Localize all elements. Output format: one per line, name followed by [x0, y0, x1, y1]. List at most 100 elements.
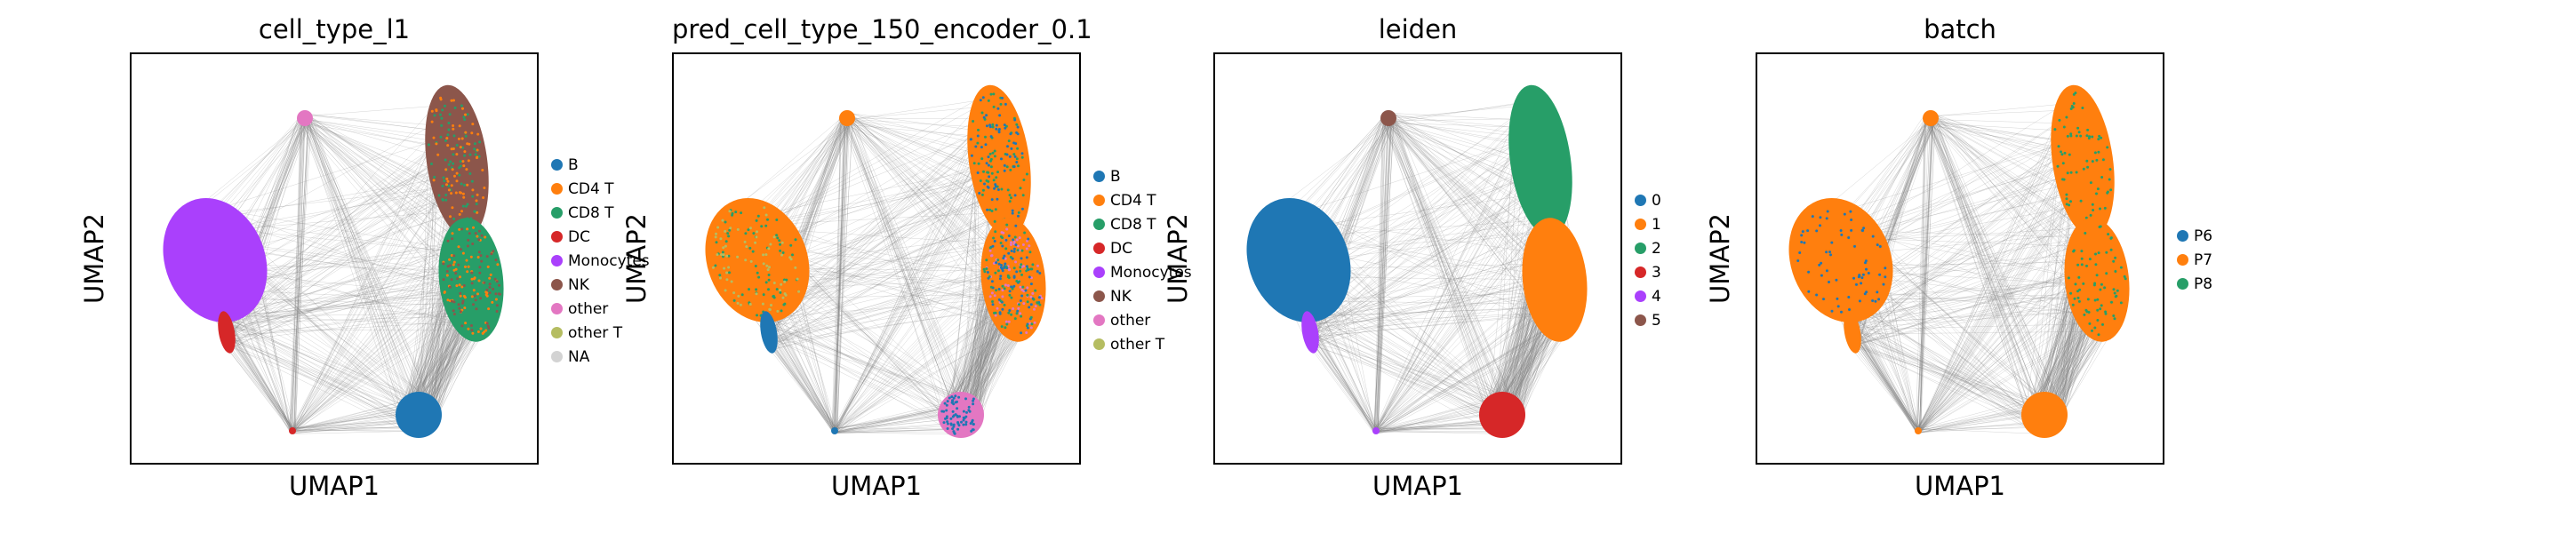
graph-edge: [1918, 231, 2090, 429]
cell-point: [1003, 123, 1006, 127]
cell-point: [2112, 259, 2116, 263]
cell-point: [781, 251, 785, 254]
graph-edge: [229, 261, 472, 334]
legend-marker: [2177, 278, 2188, 290]
cell-point: [737, 294, 740, 298]
cell-point: [1040, 297, 1044, 300]
cell-point: [472, 289, 476, 292]
cell-point: [471, 331, 475, 335]
cell-point: [484, 235, 487, 239]
cluster-blob: [839, 110, 855, 126]
cell-point: [956, 407, 959, 410]
legend-label: 2: [1652, 239, 1661, 258]
graph-edge: [1381, 117, 1516, 407]
graph-edge: [771, 345, 836, 433]
graph-edge: [308, 119, 408, 433]
cell-point: [447, 128, 451, 131]
cell-point: [1849, 210, 1852, 213]
cluster-right-lower: [438, 218, 504, 342]
graph-edge: [1390, 112, 1502, 435]
graph-edge: [850, 115, 979, 418]
graph-edge: [224, 325, 293, 431]
graph-edge: [1310, 101, 1535, 265]
cell-point: [1024, 289, 1028, 292]
cell-point: [481, 169, 484, 171]
graph-edge: [831, 123, 846, 433]
graph-edge: [306, 119, 414, 424]
cluster-left: [1788, 198, 1893, 322]
cell-point: [466, 113, 469, 116]
graph-edge: [1315, 187, 1538, 347]
graph-edge: [1857, 339, 1921, 434]
graph-edge: [1919, 319, 2081, 430]
cell-point: [2069, 134, 2073, 138]
graph-edge: [1849, 330, 1919, 431]
cell-point: [471, 188, 475, 192]
cell-point: [754, 265, 757, 267]
cell-point: [993, 240, 996, 243]
graph-edge: [225, 346, 292, 428]
cell-point: [952, 425, 956, 428]
umap-plot-area: [130, 52, 539, 465]
graph-edge: [835, 411, 955, 429]
graph-edge: [1932, 123, 2055, 408]
cell-point: [2092, 283, 2096, 287]
cell-point: [1865, 267, 1868, 271]
graph-edge: [1924, 121, 2050, 400]
legend-label: NK: [1110, 287, 1132, 306]
graph-edge: [1373, 395, 1500, 433]
cell-point: [1020, 155, 1024, 159]
cell-point: [1830, 309, 1834, 313]
graph-edge: [293, 269, 460, 433]
legend-marker: [1093, 314, 1105, 326]
graph-edge: [844, 123, 977, 137]
graph-edge: [1387, 114, 1535, 194]
cluster-blob: [218, 311, 236, 354]
graph-edge: [1323, 235, 1493, 422]
cell-point: [2098, 226, 2101, 228]
graph-edge: [1920, 115, 1927, 431]
graph-edge: [1869, 116, 2067, 252]
graph-edge: [216, 310, 413, 427]
graph-edge: [1849, 271, 2086, 330]
graph-edge: [233, 328, 292, 429]
graph-edge: [1339, 289, 1511, 400]
cell-point: [488, 276, 492, 280]
cell-point: [956, 414, 959, 418]
graph-edge: [1374, 309, 1549, 432]
cell-point: [970, 154, 973, 157]
graph-edge: [852, 113, 955, 425]
graph-edge: [774, 340, 836, 434]
graph-edge: [301, 117, 458, 204]
graph-edge: [307, 122, 436, 406]
graph-edge: [836, 128, 977, 434]
graph-edge: [836, 418, 957, 431]
graph-edge: [1871, 114, 1935, 236]
cell-point: [2107, 233, 2110, 236]
graph-edge: [840, 118, 952, 432]
graph-edge: [1322, 235, 1547, 276]
graph-edge: [1919, 120, 1929, 430]
cell-point: [736, 227, 740, 231]
cell-point: [712, 266, 715, 269]
graph-edge: [1295, 117, 1386, 216]
graph-edge: [1305, 229, 1539, 331]
graph-edge: [230, 282, 469, 334]
cluster-right-lower: [980, 218, 1046, 342]
cell-point: [447, 188, 451, 192]
graph-edge: [1386, 113, 1521, 420]
cell-point: [985, 124, 988, 128]
cell-point: [455, 153, 459, 156]
graph-edge: [2045, 318, 2089, 405]
cell-point: [996, 259, 1000, 262]
cell-point: [1028, 251, 1032, 254]
graph-edge: [309, 118, 412, 402]
cell-point: [794, 238, 797, 242]
cluster-bottom-left: [1372, 427, 1380, 434]
cell-point: [736, 301, 740, 305]
cell-point: [996, 107, 1000, 110]
cell-point: [1018, 280, 1021, 283]
graph-edge: [1849, 330, 1917, 432]
cluster-top: [1380, 110, 1396, 126]
graph-edge: [402, 267, 444, 418]
